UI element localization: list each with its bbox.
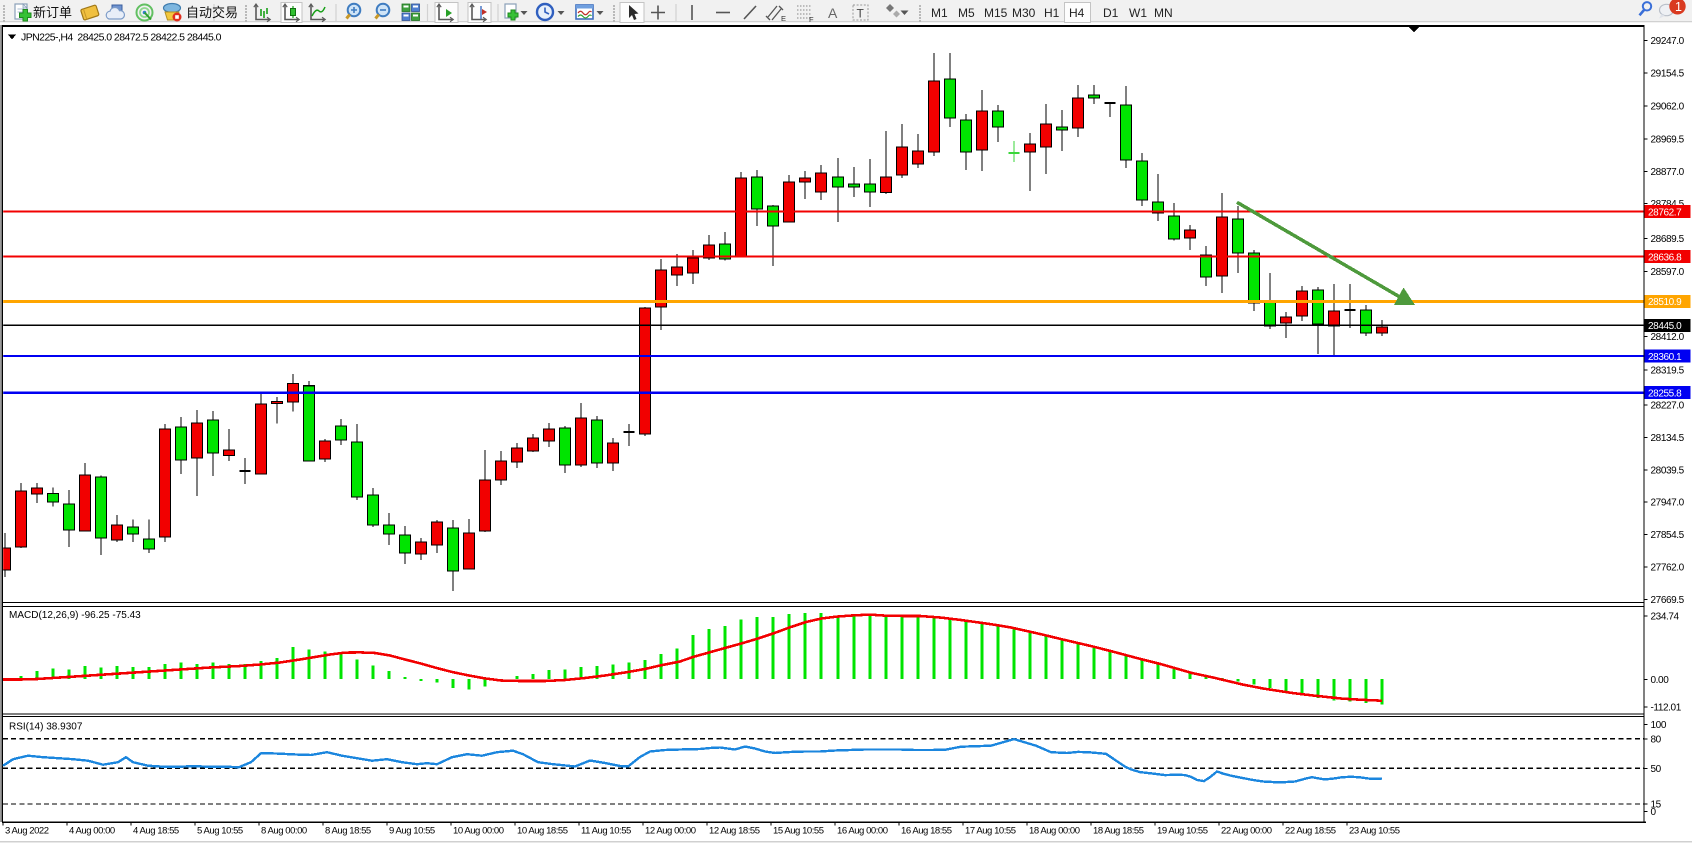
svg-text:F: F	[809, 15, 814, 24]
svg-text:W1: W1	[1129, 6, 1147, 20]
svg-text:28597.0: 28597.0	[1651, 267, 1685, 278]
svg-text:28689.5: 28689.5	[1651, 234, 1685, 245]
svg-text:28039.5: 28039.5	[1651, 465, 1685, 476]
svg-text:M1: M1	[931, 6, 948, 20]
svg-text:10 Aug 18:55: 10 Aug 18:55	[517, 826, 568, 837]
svg-text:28134.5: 28134.5	[1651, 433, 1685, 444]
svg-text:28784.5: 28784.5	[1651, 199, 1685, 210]
svg-text:A: A	[828, 5, 838, 21]
svg-text:29247.0: 29247.0	[1651, 36, 1685, 47]
svg-text:28319.5: 28319.5	[1651, 365, 1685, 376]
svg-text:28445.0: 28445.0	[1648, 321, 1682, 332]
svg-text:19 Aug 10:55: 19 Aug 10:55	[1157, 826, 1208, 837]
svg-text:27762.0: 27762.0	[1651, 563, 1685, 574]
svg-text:5 Aug 10:55: 5 Aug 10:55	[197, 826, 243, 837]
svg-text:T: T	[857, 7, 865, 21]
svg-text:12 Aug 18:55: 12 Aug 18:55	[709, 826, 760, 837]
svg-text:18 Aug 00:00: 18 Aug 00:00	[1029, 826, 1080, 837]
svg-text:4 Aug 00:00: 4 Aug 00:00	[69, 826, 115, 837]
svg-text:28255.8: 28255.8	[1648, 388, 1682, 399]
svg-text:3 Aug 2022: 3 Aug 2022	[5, 826, 49, 837]
svg-text:28877.0: 28877.0	[1651, 167, 1685, 178]
svg-text:80: 80	[1651, 735, 1662, 746]
svg-text:28636.8: 28636.8	[1648, 252, 1682, 263]
svg-text:9 Aug 10:55: 9 Aug 10:55	[389, 826, 435, 837]
svg-text:22 Aug 18:55: 22 Aug 18:55	[1285, 826, 1336, 837]
svg-text:10 Aug 00:00: 10 Aug 00:00	[453, 826, 504, 837]
svg-text:E: E	[781, 14, 786, 23]
svg-text:8 Aug 00:00: 8 Aug 00:00	[261, 826, 307, 837]
svg-text:234.74: 234.74	[1651, 612, 1680, 623]
svg-text:29062.0: 29062.0	[1651, 102, 1685, 113]
svg-text:0: 0	[1651, 807, 1657, 818]
svg-text:27854.5: 27854.5	[1651, 530, 1685, 541]
svg-text:RSI(14) 38.9307: RSI(14) 38.9307	[9, 722, 83, 733]
svg-text:28510.9: 28510.9	[1648, 297, 1682, 308]
svg-text:M15: M15	[984, 6, 1008, 20]
svg-text:MACD(12,26,9) -96.25 -75.43: MACD(12,26,9) -96.25 -75.43	[9, 610, 141, 621]
svg-text:12 Aug 00:00: 12 Aug 00:00	[645, 826, 696, 837]
svg-text:4 Aug 18:55: 4 Aug 18:55	[133, 826, 179, 837]
svg-text:17 Aug 10:55: 17 Aug 10:55	[965, 826, 1016, 837]
svg-text:0.00: 0.00	[1651, 675, 1670, 686]
svg-text:H1: H1	[1044, 6, 1060, 20]
svg-text:JPN225-,H4 28425.0 28472.5 28: JPN225-,H4 28425.0 28472.5 28422.5 28445…	[21, 32, 222, 44]
svg-text:16 Aug 18:55: 16 Aug 18:55	[901, 826, 952, 837]
svg-text:8 Aug 18:55: 8 Aug 18:55	[325, 826, 371, 837]
svg-text:-112.01: -112.01	[1651, 703, 1682, 714]
svg-text:15 Aug 10:55: 15 Aug 10:55	[773, 826, 824, 837]
svg-text:自动交易: 自动交易	[186, 5, 238, 20]
svg-text:27669.5: 27669.5	[1651, 595, 1685, 606]
svg-text:100: 100	[1651, 720, 1667, 731]
svg-text:16 Aug 00:00: 16 Aug 00:00	[837, 826, 888, 837]
svg-text:15: 15	[1651, 800, 1662, 811]
svg-text:28412.0: 28412.0	[1651, 332, 1685, 343]
svg-text:MN: MN	[1154, 6, 1173, 20]
svg-text:11 Aug 10:55: 11 Aug 10:55	[581, 826, 631, 837]
svg-text:M30: M30	[1012, 6, 1036, 20]
svg-text:1: 1	[1675, 0, 1682, 14]
svg-text:D1: D1	[1103, 6, 1119, 20]
svg-text:H4: H4	[1069, 6, 1085, 20]
svg-text:28227.0: 28227.0	[1651, 400, 1685, 411]
svg-text:18 Aug 18:55: 18 Aug 18:55	[1093, 826, 1144, 837]
svg-text:23 Aug 10:55: 23 Aug 10:55	[1349, 826, 1400, 837]
svg-text:28360.1: 28360.1	[1648, 352, 1682, 363]
svg-text:M5: M5	[958, 6, 975, 20]
svg-text:28762.7: 28762.7	[1648, 207, 1682, 218]
svg-text:28969.5: 28969.5	[1651, 134, 1685, 145]
svg-text:50: 50	[1651, 764, 1662, 775]
svg-text:22 Aug 00:00: 22 Aug 00:00	[1221, 826, 1272, 837]
svg-text:27947.0: 27947.0	[1651, 498, 1685, 509]
svg-text:29154.5: 29154.5	[1651, 69, 1685, 80]
svg-text:新订单: 新订单	[33, 5, 72, 20]
